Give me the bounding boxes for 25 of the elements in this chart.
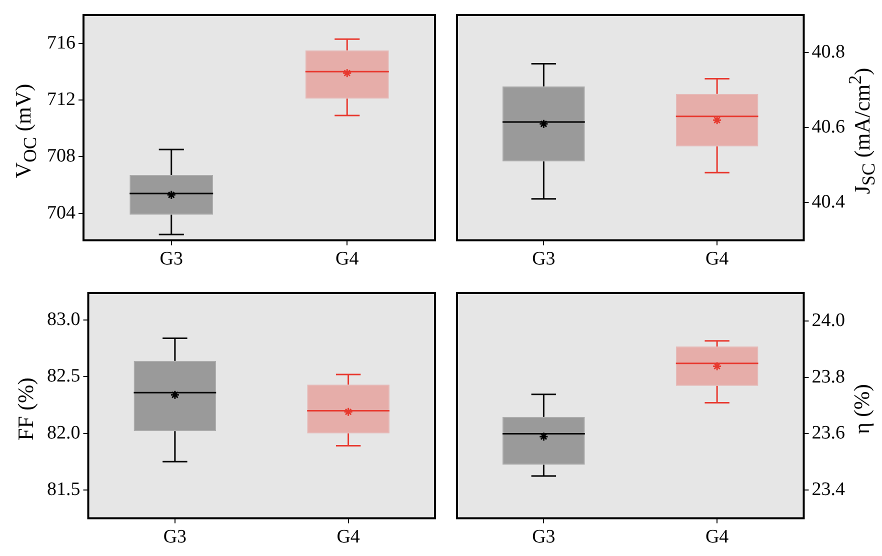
x-tick-label: G4 [705, 248, 730, 270]
x-tick-label: G3 [532, 526, 556, 548]
y-tick-label: 82.5 [47, 366, 80, 387]
y-tick-label: 716 [47, 32, 76, 54]
x-tick-label: G4 [336, 526, 360, 548]
x-tick-label: G4 [336, 248, 360, 270]
y2-axis-title: η (%) [849, 384, 874, 434]
x-tick-label: G3 [163, 526, 187, 548]
y2-tick-label: 40.6 [812, 116, 845, 138]
y-tick-label: 83.0 [47, 309, 80, 330]
y2-tick-label: 23.6 [812, 422, 845, 444]
y-tick-label: 82.0 [47, 422, 80, 444]
y-axis-title: FF (%) [13, 378, 38, 440]
x-tick-label: G3 [532, 248, 556, 270]
y2-tick-label: 24.0 [812, 310, 845, 332]
y-tick-label: 708 [47, 146, 76, 167]
y-tick-label: 712 [47, 88, 76, 110]
y-tick-label: 81.5 [47, 478, 80, 500]
y2-tick-label: 40.4 [812, 192, 846, 213]
x-tick-label: G4 [705, 526, 730, 548]
y2-tick-label: 40.8 [812, 42, 845, 63]
y2-tick-label: 23.4 [812, 479, 846, 500]
y2-tick-label: 23.8 [812, 366, 845, 388]
x-tick-label: G3 [160, 248, 183, 270]
y-tick-label: 704 [47, 202, 76, 224]
